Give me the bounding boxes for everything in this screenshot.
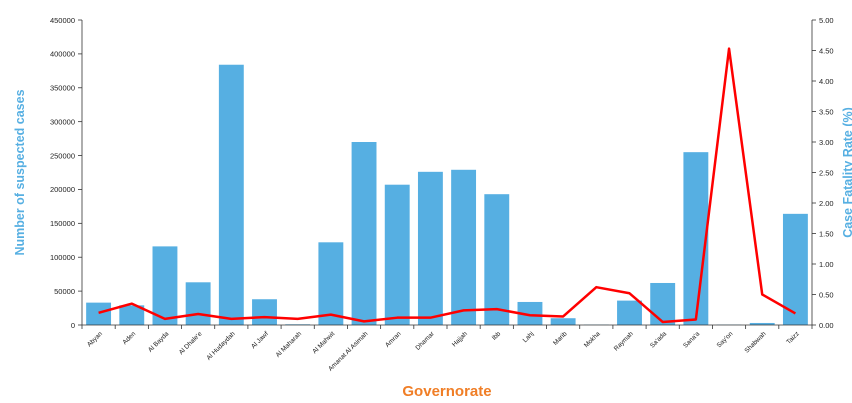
bar	[550, 318, 576, 325]
bar	[119, 305, 145, 325]
x-tick-label: Dhamar	[415, 330, 437, 352]
x-tick-label: Abyan	[86, 330, 104, 348]
x-tick-label: Sa'ada	[649, 330, 668, 349]
bar	[86, 302, 112, 325]
y2-tick-label: 4.00	[819, 77, 834, 86]
bar	[749, 322, 775, 325]
bar	[384, 184, 410, 325]
x-tick-label: Amran	[384, 330, 403, 349]
case-fatality-rate-line	[98, 47, 797, 324]
y2-tick-label: 1.00	[819, 260, 834, 269]
bar	[218, 64, 244, 325]
x-tick-label: Raymah	[613, 330, 635, 352]
y2-axis-ticks: 0.00 0.50 1.00 1.50 2.00 2.50 3.00 3.50 4.00 4.50…	[812, 16, 834, 330]
x-tick-label: Al Mahwit	[311, 330, 336, 355]
y-tick-label: 50000	[54, 287, 75, 296]
y-tick-label: 250000	[50, 151, 75, 160]
bar	[351, 142, 377, 325]
y2-tick-label: 0.50	[819, 290, 834, 299]
y2-tick-label: 4.50	[819, 46, 834, 55]
y-tick-label: 200000	[50, 185, 75, 194]
x-tick-label: Taizz	[785, 330, 800, 345]
x-tick-label: Al Jawf	[250, 330, 270, 350]
bar	[152, 246, 178, 325]
x-tick-label: Al Hudaydah	[205, 330, 237, 362]
x-tick-label: Sana'a	[682, 330, 701, 349]
bar	[318, 242, 344, 325]
y2-tick-label: 2.00	[819, 199, 834, 208]
x-tick-label: Lahj	[522, 330, 536, 344]
x-tick-label: Shabwah	[744, 330, 768, 354]
y-tick-label: 300000	[50, 117, 75, 126]
x-tick-label: Mokha	[583, 330, 602, 349]
y2-tick-label: 1.50	[819, 229, 834, 238]
y-tick-label: 0	[71, 321, 75, 330]
y-tick-label: 400000	[50, 50, 75, 59]
bar	[617, 300, 642, 325]
x-tick-label: Al Dhale'e	[178, 330, 204, 356]
y-axis-title: Number of suspected cases	[13, 89, 27, 255]
y2-tick-label: 2.50	[819, 168, 834, 177]
x-tick-label: Aden	[121, 330, 137, 346]
bar	[451, 169, 477, 325]
x-tick-label: Al Maharah	[275, 330, 304, 359]
bar	[517, 301, 543, 325]
y2-tick-label: 5.00	[819, 16, 834, 25]
bar	[683, 152, 709, 325]
x-axis-ticks: Abyan Aden Al Bayda Al Dhale'e Al Hudaydah Al…	[81, 325, 813, 373]
y-tick-label: 350000	[50, 84, 75, 93]
y-axis-ticks: 0 50000 100000 150000 200000 250000 300000 3500…	[50, 16, 82, 330]
y-tick-label: 450000	[50, 16, 75, 25]
bar	[252, 299, 277, 325]
y2-tick-label: 3.50	[819, 107, 834, 116]
x-tick-label: Al Bayda	[147, 330, 171, 354]
bars-group	[86, 64, 808, 325]
x-tick-label: Ibb	[491, 330, 503, 342]
x-axis-title: Governorate	[402, 383, 491, 400]
bar	[185, 282, 211, 325]
y2-tick-label: 0.00	[819, 321, 834, 330]
x-tick-label: Hajjah	[451, 330, 469, 348]
x-tick-label: Marib	[552, 330, 569, 347]
bar	[782, 213, 808, 325]
y-tick-label: 150000	[50, 219, 75, 228]
bar	[484, 194, 510, 325]
bar	[417, 171, 443, 325]
y2-tick-label: 3.00	[819, 138, 834, 147]
y-tick-label: 100000	[50, 253, 75, 262]
bar	[650, 282, 676, 325]
x-tick-label: Say'on	[716, 330, 735, 349]
y2-axis-title: Case Fatality Rate (%)	[841, 107, 852, 238]
